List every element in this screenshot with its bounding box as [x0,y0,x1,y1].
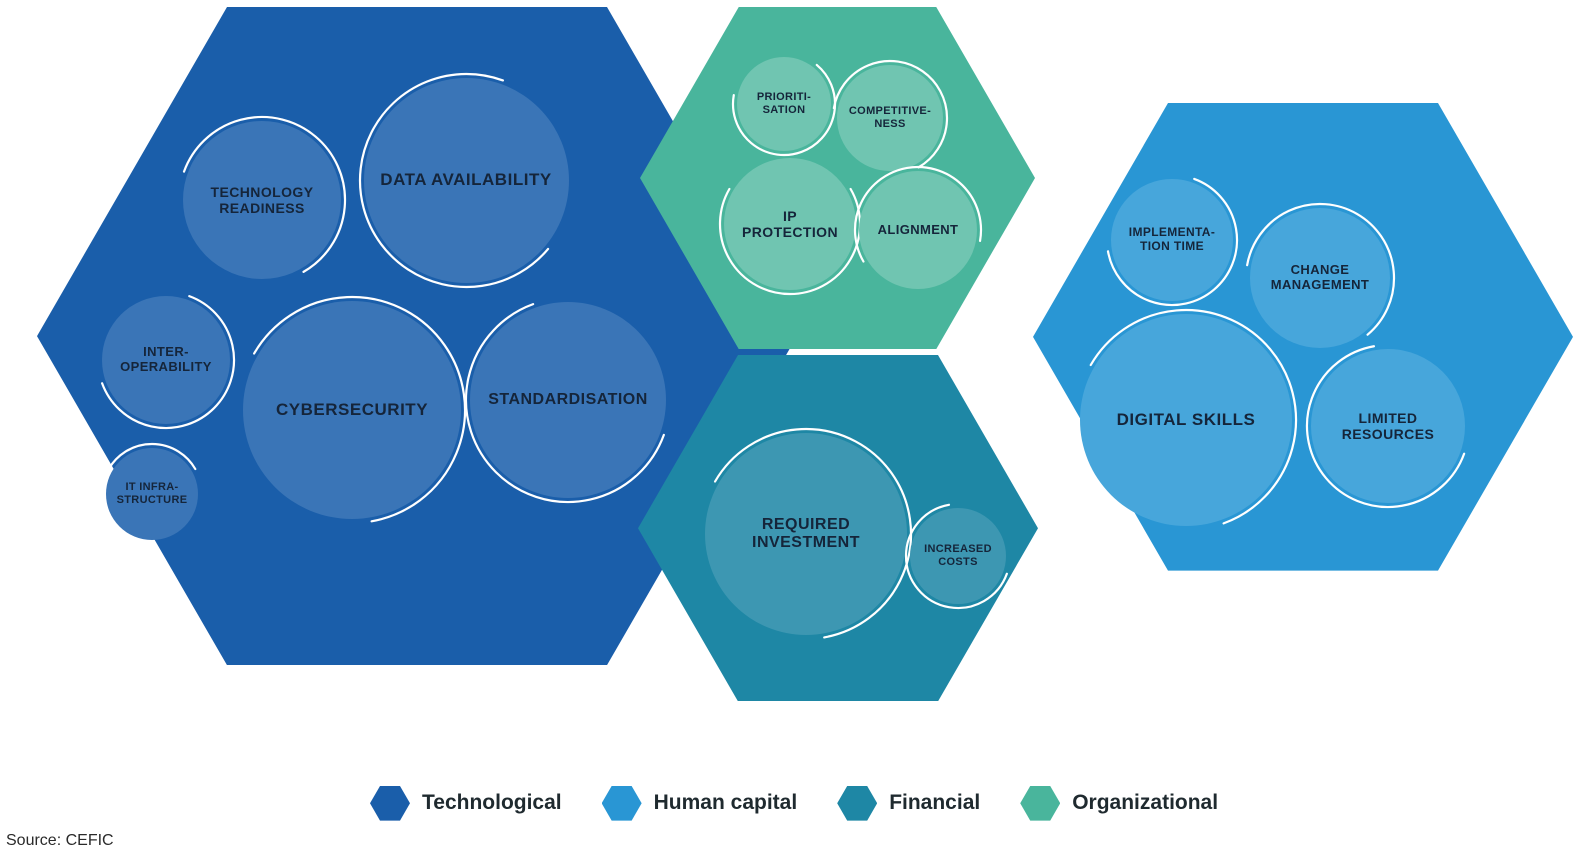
bubble-label: IMPLEMENTA-TION TIME [1119,226,1225,254]
bubble-organizational-6: PRIORITI-SATION [737,57,831,151]
bubble-technological-3: CYBERSECURITY [243,301,461,519]
legend-label: Financial [889,791,980,815]
bubble-human_capital-13: CHANGE MANAGEMENT [1250,208,1390,348]
legend-item: Financial [837,786,980,821]
legend-swatch-icon [1020,786,1060,821]
legend-swatch-icon [370,786,410,821]
infographic-stage: TECHNOLOGY READINESS DATA AVAILABILITY I… [0,0,1574,856]
bubble-financial-10: REQUIRED INVESTMENT [705,433,907,635]
bubble-technological-2: INTER-OPERABILITY [102,296,230,424]
legend-swatch-icon [602,786,642,821]
bubble-human_capital-15: LIMITED RESOURCES [1311,349,1465,503]
bubble-technological-4: STANDARDISATION [470,302,666,498]
bubble-label: DIGITAL SKILLS [1100,410,1273,430]
bubble-label: DATA AVAILABILITY [364,170,568,190]
legend-label: Organizational [1072,791,1218,815]
bubble-label: TECHNOLOGY READINESS [183,184,341,216]
bubble-label: IP PROTECTION [724,208,856,240]
bubble-financial-11: INCREASED COSTS [910,508,1006,604]
bubble-label: CHANGE MANAGEMENT [1250,263,1390,293]
bubble-technological-5: IT INFRA-STRUCTURE [106,448,198,540]
legend-label: Technological [422,791,562,815]
bubble-organizational-7: COMPETITIVE-NESS [837,65,943,171]
bubble-organizational-9: ALIGNMENT [859,171,977,289]
legend-item: Organizational [1020,786,1218,821]
legend-item: Technological [370,786,562,821]
legend-label: Human capital [654,791,798,815]
legend-swatch-icon [837,786,877,821]
legend: Technological Human capital Financial Organ… [370,786,1218,821]
bubble-label: LIMITED RESOURCES [1311,410,1465,442]
bubble-label: ALIGNMENT [868,223,968,238]
bubble-label: INCREASED COSTS [910,543,1006,568]
bubble-human_capital-14: DIGITAL SKILLS [1080,314,1292,526]
bubble-human_capital-12: IMPLEMENTA-TION TIME [1111,179,1233,301]
bubble-label: STANDARDISATION [473,391,664,409]
bubble-label: PRIORITI-SATION [749,91,818,116]
bubble-label: REQUIRED INVESTMENT [705,516,907,553]
bubble-technological-0: TECHNOLOGY READINESS [183,121,341,279]
bubble-label: IT INFRA-STRUCTURE [109,481,195,506]
legend-item: Human capital [602,786,798,821]
bubble-technological-1: DATA AVAILABILITY [364,78,569,283]
source-text: Source: CEFIC [6,832,114,850]
bubble-label: CYBERSECURITY [259,400,446,420]
bubble-label: INTER-OPERABILITY [110,345,222,375]
bubble-organizational-8: IP PROTECTION [724,158,856,290]
bubble-label: COMPETITIVE-NESS [840,105,939,130]
